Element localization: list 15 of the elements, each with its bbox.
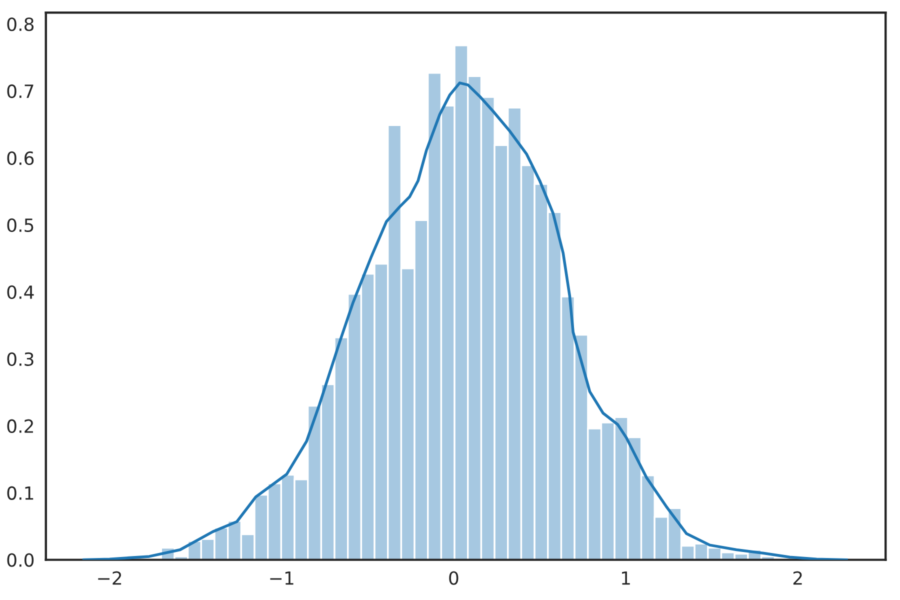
x-tick-label: −2 [98,571,122,585]
y-tick-label: 0.2 [7,419,33,433]
x-tick-label: −1 [270,571,294,585]
line-series [82,82,848,560]
x-tick-label: 2 [793,571,802,585]
y-tick-label: 0.3 [7,352,34,366]
y-tick-label: 0.1 [7,486,34,500]
x-tick-label: 0 [449,571,458,585]
y-tick-label: 0.7 [7,84,34,98]
y-tick-label: 0.8 [7,17,34,32]
x-tick-label: 1 [622,571,630,585]
y-tick-label: 0.6 [7,151,34,166]
y-tick-label: 0.5 [7,218,34,232]
y-tick-label: 0.4 [7,285,34,300]
y-tick-label: 0.0 [7,553,34,567]
